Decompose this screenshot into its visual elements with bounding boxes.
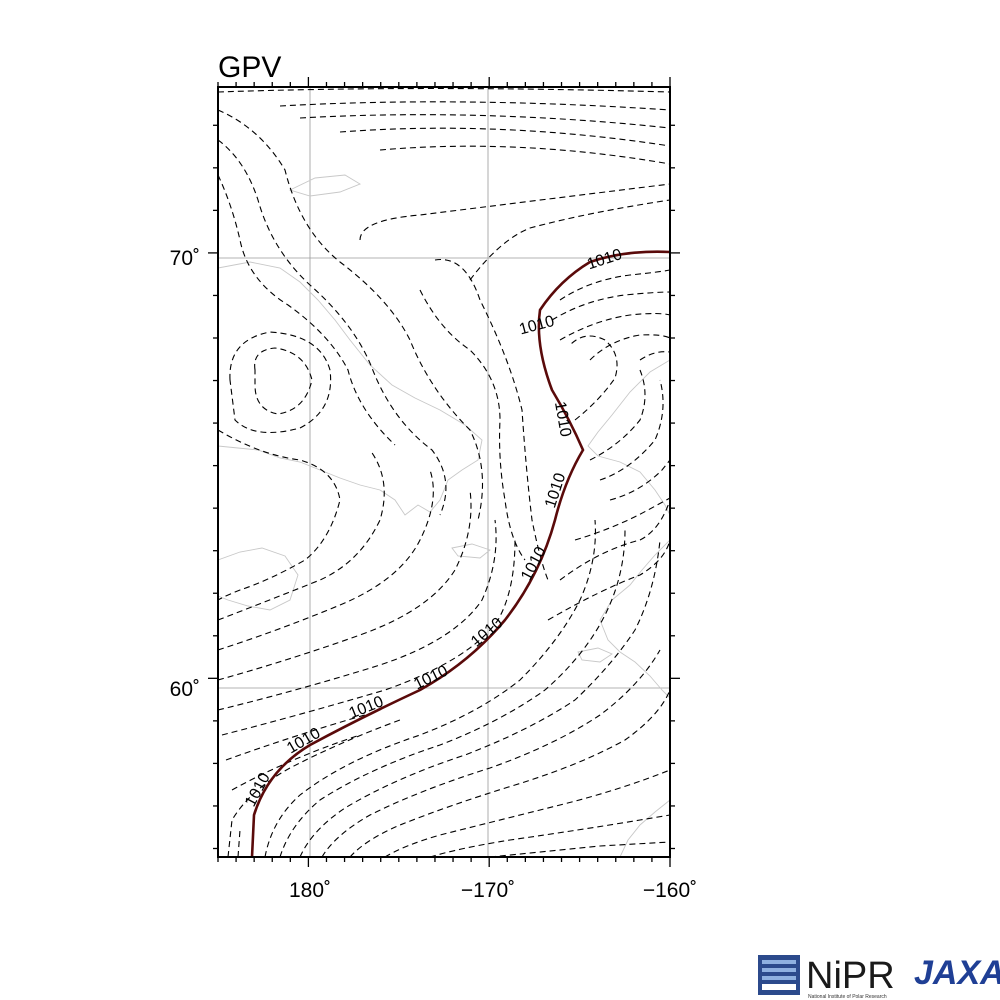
coastline-anadyr (218, 547, 299, 611)
xtick-label-180: 180˚ (289, 879, 331, 902)
isobar (639, 351, 670, 361)
isobar (231, 734, 361, 791)
isobar (559, 269, 670, 301)
jaxa-logo-text: JAXA (914, 954, 1000, 992)
tick-marks (208, 77, 680, 867)
xtick-label-170w: −170˚ (461, 879, 515, 902)
isobar (419, 289, 526, 561)
coastline-alaska-west (599, 539, 670, 699)
plot-area: 1010 1010 1010 1010 1010 1010 1010 1010 … (218, 87, 670, 857)
isobar (218, 519, 497, 711)
isobar (321, 649, 661, 857)
nipr-logo-subtitle: National Institute of Polar Research (808, 994, 887, 1000)
isobar (349, 689, 670, 857)
contour-labels: 1010 1010 1010 1010 1010 1010 1010 1010 … (242, 246, 624, 809)
isobar (559, 499, 670, 581)
isobar (589, 369, 646, 461)
isobar (279, 529, 626, 857)
isobar (434, 258, 549, 581)
isobar (218, 174, 396, 446)
isobar (574, 497, 670, 541)
isobar (218, 489, 472, 681)
contour-label: 1010 (411, 662, 451, 693)
map-title: GPV (218, 51, 281, 84)
coastlines (218, 174, 670, 857)
isobar (429, 814, 670, 857)
isobar (547, 539, 670, 621)
graticule (218, 87, 670, 857)
coastline-stlawrence (451, 543, 491, 559)
isobar (264, 519, 596, 857)
isobar (299, 539, 661, 857)
isobar (359, 183, 670, 241)
isobar (218, 469, 434, 651)
nipr-logo: NiPR National Institute of Polar Researc… (758, 955, 895, 1000)
contour-label: 1010 (551, 400, 574, 438)
coastline-bristol (619, 799, 670, 857)
contour-label: 1010 (585, 246, 624, 273)
isobar (218, 449, 385, 621)
isobar (237, 829, 241, 857)
isobar (609, 459, 670, 501)
contour-label: 1010 (284, 725, 323, 758)
isobar (559, 312, 670, 341)
isobar (379, 145, 670, 165)
isobar (599, 379, 664, 481)
xtick-label-160w: −160˚ (643, 879, 697, 902)
coastline-alaska-nw (587, 359, 670, 516)
isobar (227, 719, 401, 857)
isobar (339, 127, 670, 147)
coastline-wrangel (288, 174, 362, 197)
isobar (489, 841, 670, 857)
jaxa-logo: JAXA (914, 954, 1000, 992)
contour-label: 1010 (347, 693, 386, 722)
isobar (221, 539, 516, 736)
ytick-label-60n: 60˚ (170, 678, 200, 701)
map-frame (217, 86, 671, 858)
coastline-chukotka (218, 261, 483, 516)
isobar (229, 331, 332, 433)
contour-label: 1010 (242, 770, 274, 809)
isobar (589, 334, 670, 361)
contour-label: 1010 (517, 313, 556, 339)
ytick-label-70n: 70˚ (170, 247, 200, 270)
isobars (218, 87, 670, 857)
isobar (218, 429, 341, 601)
contour-label: 1010 (518, 544, 550, 583)
isobar (279, 101, 670, 111)
isobar (384, 769, 670, 857)
isobar (551, 291, 670, 321)
isobar (254, 347, 313, 415)
isobar (299, 114, 670, 129)
isobar (569, 335, 618, 421)
nipr-logo-text: NiPR (806, 955, 895, 997)
isobar (218, 87, 670, 93)
isobar (218, 109, 484, 521)
coastline-nunivak (577, 647, 613, 663)
contour-label: 1010 (468, 615, 506, 651)
isobar (218, 139, 447, 516)
isobar (469, 199, 670, 281)
isobar (225, 711, 376, 761)
isobar-1010 (250, 250, 670, 857)
